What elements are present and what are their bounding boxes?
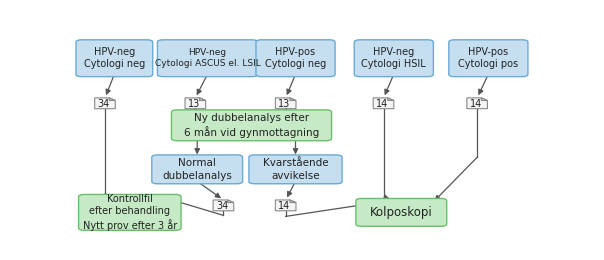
Polygon shape <box>275 98 296 109</box>
Text: HPV-neg
Cytologi HSIL: HPV-neg Cytologi HSIL <box>361 47 426 69</box>
Polygon shape <box>185 98 205 109</box>
Polygon shape <box>373 98 394 109</box>
FancyBboxPatch shape <box>256 40 335 77</box>
FancyBboxPatch shape <box>249 155 342 184</box>
Polygon shape <box>228 200 234 203</box>
Polygon shape <box>481 98 487 100</box>
Text: HPV-pos
Cytologi pos: HPV-pos Cytologi pos <box>458 47 518 69</box>
FancyBboxPatch shape <box>76 40 153 77</box>
Polygon shape <box>199 98 205 100</box>
FancyBboxPatch shape <box>449 40 528 77</box>
Text: Ny dubbelanalys efter
6 mån vid gynmottagning: Ny dubbelanalys efter 6 mån vid gynmotta… <box>184 113 319 138</box>
Text: 13: 13 <box>278 99 291 109</box>
Polygon shape <box>275 200 296 211</box>
Polygon shape <box>467 98 487 109</box>
Text: HPV-neg
Cytologi neg: HPV-neg Cytologi neg <box>84 47 145 69</box>
Text: 14: 14 <box>469 99 482 109</box>
Text: Kolposkopi: Kolposkopi <box>370 206 432 219</box>
Text: 14: 14 <box>376 99 388 109</box>
Text: 13: 13 <box>188 99 200 109</box>
Text: HPV-neg
Cytologi ASCUS el. LSIL: HPV-neg Cytologi ASCUS el. LSIL <box>155 48 260 68</box>
FancyBboxPatch shape <box>158 40 257 77</box>
FancyBboxPatch shape <box>172 110 332 141</box>
Text: HPV-pos
Cytologi neg: HPV-pos Cytologi neg <box>265 47 326 69</box>
FancyBboxPatch shape <box>355 40 433 77</box>
Polygon shape <box>388 98 394 100</box>
FancyBboxPatch shape <box>152 155 243 184</box>
Polygon shape <box>109 98 115 100</box>
Text: 14: 14 <box>278 201 291 211</box>
FancyBboxPatch shape <box>79 194 181 230</box>
Polygon shape <box>290 200 296 203</box>
Polygon shape <box>290 98 296 100</box>
Text: Normal
dubbelanalys: Normal dubbelanalys <box>162 158 232 180</box>
Text: Kontrollfil
efter behandling
Nytt prov efter 3 år: Kontrollfil efter behandling Nytt prov e… <box>83 194 177 231</box>
FancyBboxPatch shape <box>356 198 447 226</box>
Polygon shape <box>95 98 115 109</box>
Text: 34: 34 <box>97 99 110 109</box>
Text: Kvarstående
avvikelse: Kvarstående avvikelse <box>263 158 329 180</box>
Polygon shape <box>213 200 234 211</box>
Text: 34: 34 <box>216 201 228 211</box>
